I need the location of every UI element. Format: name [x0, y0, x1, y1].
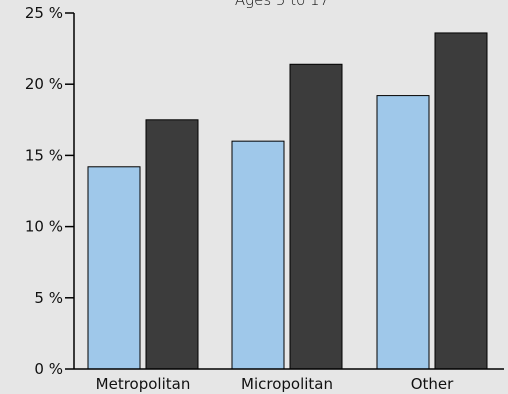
- x-category-label: Other: [411, 375, 454, 393]
- y-tick-label: 5 %: [34, 289, 63, 307]
- x-category-label: Metropolitan: [96, 375, 191, 393]
- x-category-label: Micropolitan: [241, 375, 333, 393]
- bars: [87, 32, 488, 370]
- bar-series-2-micropolitan: [289, 63, 343, 370]
- y-tick-label: 15 %: [25, 146, 63, 164]
- bar-series-1-micropolitan: [231, 140, 285, 370]
- x-axis: Metropolitan Micropolitan Other: [74, 368, 504, 393]
- bar-series-1-metropolitan: [87, 166, 141, 370]
- chart-subtitle: Ages 5 to 17: [235, 0, 329, 9]
- y-tick-label: 20 %: [25, 75, 63, 93]
- y-tick-label: 25 %: [25, 4, 63, 22]
- y-axis: 0 % 5 % 10 % 15 % 20 % 25 %: [25, 4, 75, 378]
- bar-series-2-other: [434, 32, 488, 370]
- y-tick-label: 0 %: [34, 360, 63, 378]
- bar-series-2-metropolitan: [145, 119, 199, 370]
- bar-series-1-other: [376, 95, 430, 370]
- y-tick-label: 10 %: [25, 218, 63, 236]
